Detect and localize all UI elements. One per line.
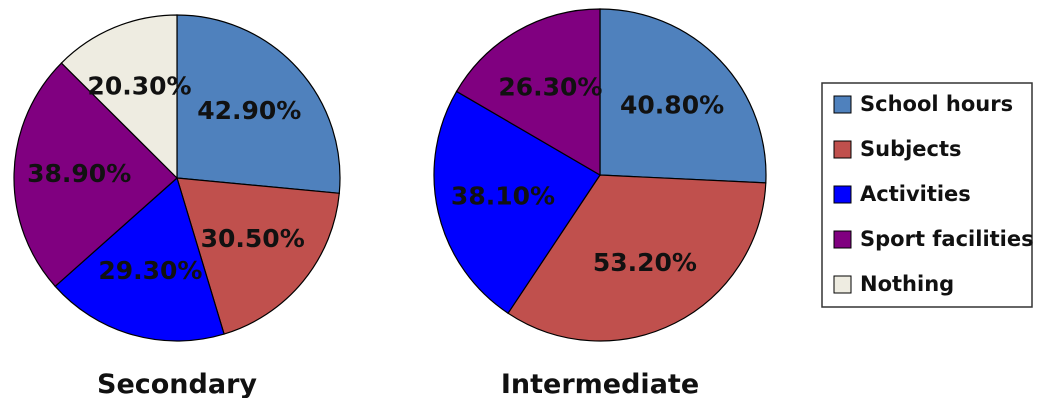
pie-slice-sport-facilities bbox=[13, 62, 178, 288]
slice-label-sport-facilities: 38.90% bbox=[27, 159, 131, 188]
pie-slice-school-hours bbox=[599, 8, 767, 184]
slice-label-subjects: 53.20% bbox=[593, 248, 697, 277]
pie-title: Intermediate bbox=[501, 369, 699, 398]
legend-swatch bbox=[833, 185, 852, 204]
pie-secondary: 42.90% 30.50% 29.30% 38.90% 20.30% Secondary bbox=[13, 14, 341, 398]
pie-title: Secondary bbox=[97, 369, 257, 398]
legend-swatch bbox=[833, 95, 852, 114]
legend-item-subjects: Subjects bbox=[833, 137, 962, 161]
slice-label-activities: 38.10% bbox=[451, 182, 555, 211]
legend-item-activities: Activities bbox=[833, 182, 971, 206]
pie-slice-sport-facilities bbox=[455, 8, 601, 177]
slice-label-school-hours: 40.80% bbox=[620, 90, 724, 119]
legend-frame bbox=[821, 82, 1033, 308]
slice-label-school-hours: 42.90% bbox=[197, 96, 301, 125]
legend-label: Subjects bbox=[860, 137, 962, 161]
slice-label-sport-facilities: 26.30% bbox=[498, 73, 602, 102]
pie-slice-activities bbox=[433, 90, 601, 315]
legend-label: Sport facilities bbox=[860, 227, 1034, 251]
pie-slice-subjects bbox=[176, 177, 340, 335]
legend-label: Nothing bbox=[860, 272, 954, 296]
pie-slice-activities bbox=[54, 176, 225, 342]
legend-swatch bbox=[833, 275, 852, 294]
pie-slice-school-hours bbox=[176, 14, 341, 194]
legend-label: Activities bbox=[860, 182, 971, 206]
legend: School hours Subjects Activities Sport faci… bbox=[821, 82, 1034, 308]
legend-swatch bbox=[833, 140, 852, 159]
legend-swatch bbox=[833, 230, 852, 249]
legend-label: School hours bbox=[860, 92, 1013, 116]
slice-label-activities: 29.30% bbox=[98, 256, 202, 285]
pie-intermediate: 40.80% 53.20% 38.10% 26.30% Intermediate bbox=[433, 8, 767, 398]
pie-slice-nothing bbox=[60, 14, 178, 180]
legend-item-nothing: Nothing bbox=[833, 272, 954, 296]
slice-label-nothing: 20.30% bbox=[87, 72, 191, 101]
slice-label-subjects: 30.50% bbox=[201, 224, 305, 253]
legend-item-school-hours: School hours bbox=[833, 92, 1013, 116]
legend-item-sport-facilities: Sport facilities bbox=[833, 227, 1034, 251]
